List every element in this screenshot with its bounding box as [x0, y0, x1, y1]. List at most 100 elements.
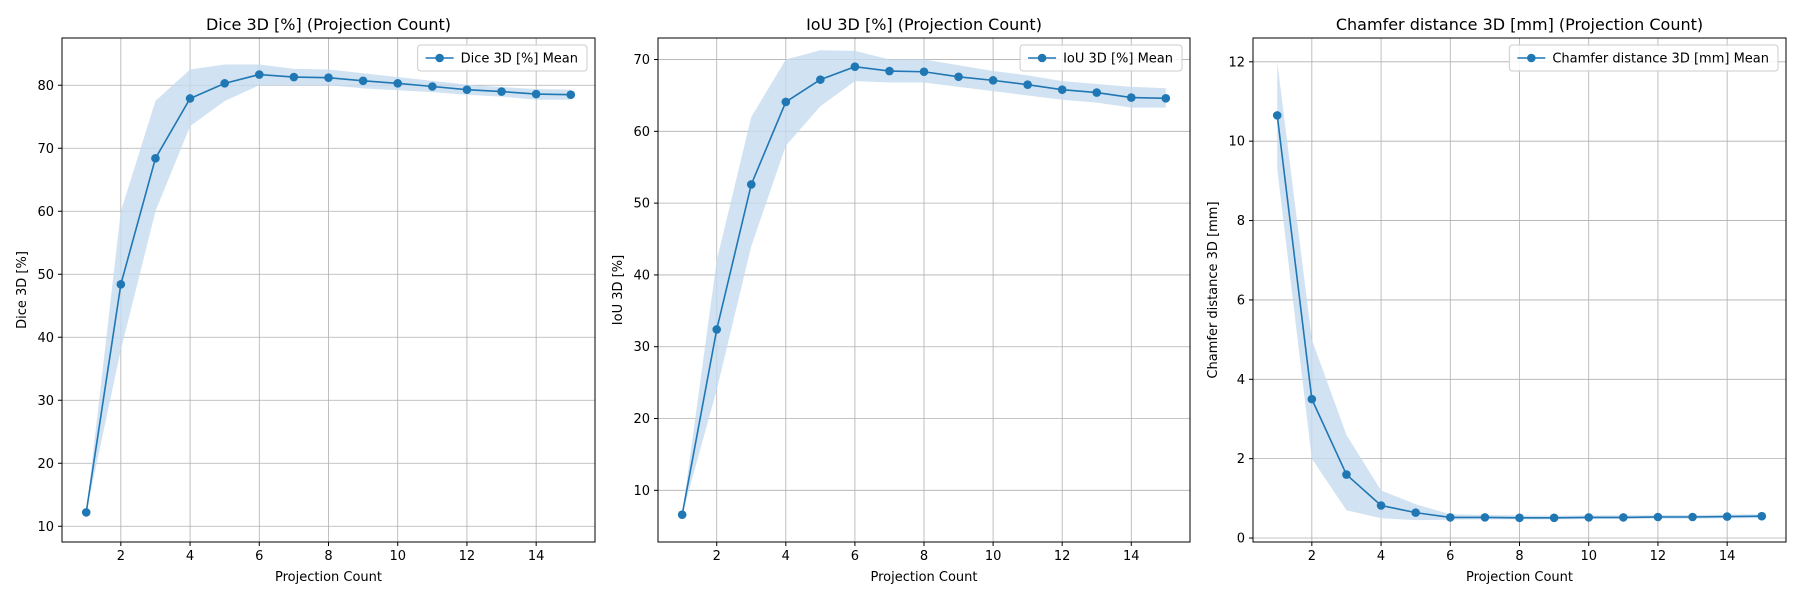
data-point — [1023, 80, 1032, 89]
x-axis-label: Projection Count — [1466, 570, 1573, 585]
y-tick-label: 60 — [633, 125, 650, 140]
data-point — [151, 154, 160, 163]
legend-label: Dice 3D [%] Mean — [461, 52, 578, 67]
x-tick-label: 6 — [851, 549, 859, 564]
data-point — [1161, 94, 1171, 103]
data-point — [1092, 88, 1102, 97]
x-tick-label: 4 — [782, 549, 790, 564]
x-tick-label: 4 — [186, 549, 194, 564]
data-point — [428, 82, 437, 91]
data-point — [289, 72, 299, 82]
x-tick-label: 12 — [1650, 549, 1667, 564]
data-point — [850, 62, 860, 72]
y-tick-label: 0 — [1237, 532, 1245, 547]
x-tick-label: 14 — [528, 549, 545, 564]
x-tick-label: 8 — [1515, 549, 1523, 564]
legend: IoU 3D [%] Mean — [1019, 44, 1183, 72]
y-tick-label: 10 — [1228, 135, 1245, 150]
x-tick-label: 12 — [459, 549, 476, 564]
data-point — [1688, 512, 1697, 522]
data-point — [566, 90, 576, 99]
x-tick-label: 2 — [117, 549, 125, 564]
y-tick-label: 6 — [1237, 293, 1245, 308]
chart-title: Dice 3D [%] (Projection Count) — [206, 15, 451, 34]
data-point — [885, 66, 894, 76]
data-point — [1515, 513, 1524, 523]
y-tick-label: 30 — [37, 394, 54, 409]
y-tick-label: 8 — [1237, 214, 1245, 229]
std-band — [1277, 61, 1762, 521]
data-point — [1126, 93, 1136, 102]
data-point — [1342, 470, 1351, 479]
x-tick-label: 8 — [324, 549, 332, 564]
data-point — [1272, 111, 1282, 120]
data-point — [816, 75, 825, 84]
data-point — [1057, 85, 1067, 94]
y-tick-label: 30 — [633, 340, 650, 355]
data-point — [497, 87, 506, 96]
data-point — [462, 85, 472, 94]
legend-label: IoU 3D [%] Mean — [1063, 52, 1173, 67]
x-tick-label: 10 — [389, 549, 406, 564]
data-point — [746, 180, 756, 189]
data-point — [185, 94, 195, 103]
chart-title: Chamfer distance 3D [mm] (Projection Cou… — [1336, 15, 1703, 34]
y-tick-label: 80 — [37, 79, 54, 94]
data-point — [1619, 513, 1628, 522]
x-tick-label: 2 — [713, 549, 721, 564]
data-point — [712, 325, 722, 334]
data-point — [324, 73, 333, 82]
data-point — [1653, 512, 1663, 522]
x-tick-label: 6 — [1446, 549, 1454, 564]
x-tick-label: 10 — [985, 549, 1002, 564]
y-tick-label: 4 — [1237, 373, 1245, 388]
x-tick-label: 12 — [1054, 549, 1071, 564]
chart-panel-2: 2 4 6 8 10 12 14 10 20 30 40 50 60 70 IoU 3D [%] (Proj… — [611, 15, 1191, 585]
legend: Chamfer distance 3D [mm] Mean — [1508, 44, 1779, 72]
chart-panel-3: 2 4 6 8 10 12 14 0 2 4 6 8 10 12 Chamfer distance 3D [… — [1206, 15, 1787, 585]
chart-panel-1: 2 4 6 8 10 12 14 10 20 30 40 50 60 70 80 Dice 3D [%] (P… — [15, 15, 596, 585]
x-tick-label: 4 — [1377, 549, 1385, 564]
data-point — [81, 508, 91, 517]
y-tick-label: 50 — [37, 268, 54, 283]
y-tick-label: 70 — [633, 53, 650, 68]
x-tick-label: 6 — [255, 549, 263, 564]
y-tick-label: 20 — [37, 457, 54, 472]
y-tick-label: 40 — [633, 268, 650, 283]
data-point — [1584, 513, 1594, 522]
legend-box — [417, 44, 588, 72]
y-axis-label: IoU 3D [%] — [611, 255, 626, 325]
y-tick-label: 20 — [633, 412, 650, 427]
y-axis-label: Chamfer distance 3D [mm] — [1206, 201, 1221, 378]
data-point — [116, 280, 126, 289]
y-tick-label: 60 — [37, 205, 54, 220]
data-point — [358, 76, 368, 86]
x-tick-label: 14 — [1719, 549, 1736, 564]
legend-label: Chamfer distance 3D [mm] Mean — [1552, 52, 1769, 67]
y-tick-label: 2 — [1237, 452, 1245, 467]
legend-box — [1019, 44, 1183, 72]
data-point — [531, 89, 541, 99]
data-point — [1549, 513, 1559, 523]
y-tick-label: 10 — [633, 484, 650, 499]
data-point — [919, 67, 929, 77]
y-tick-label: 40 — [37, 331, 54, 346]
chart-title: IoU 3D [%] (Projection Count) — [806, 15, 1042, 34]
data-point — [1376, 501, 1386, 510]
std-band — [682, 50, 1166, 515]
data-point — [220, 79, 229, 88]
data-point — [1480, 513, 1490, 522]
y-tick-label: 70 — [37, 142, 54, 157]
data-point — [1307, 394, 1317, 404]
y-tick-label: 12 — [1228, 55, 1245, 70]
legend-marker-swatch — [435, 53, 444, 63]
y-tick-label: 10 — [37, 520, 54, 535]
legend: Dice 3D [%] Mean — [417, 44, 588, 72]
x-axis-label: Projection Count — [870, 570, 977, 585]
x-axis-label: Projection Count — [275, 570, 382, 585]
legend-box — [1508, 44, 1779, 72]
data-point — [1757, 511, 1767, 521]
data-point — [1445, 513, 1455, 522]
data-point — [781, 97, 791, 107]
